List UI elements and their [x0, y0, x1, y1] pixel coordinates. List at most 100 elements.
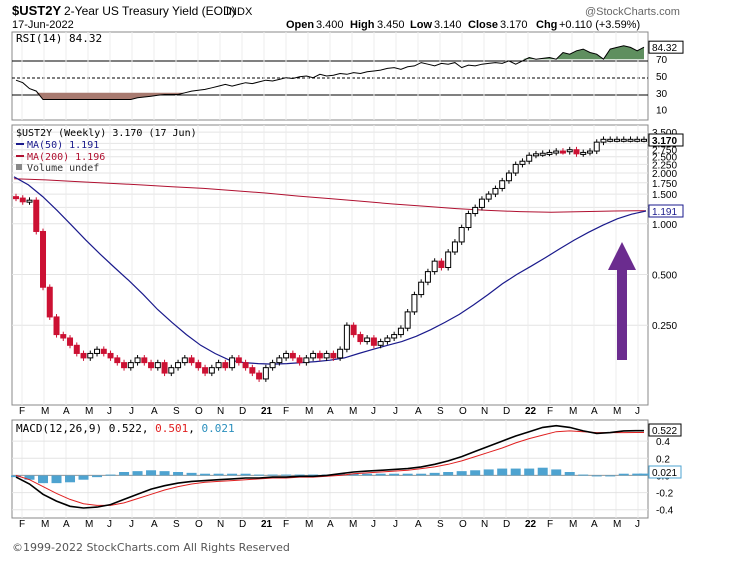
- macd-xtick: F: [547, 519, 553, 530]
- candle-body: [115, 358, 120, 363]
- stock-chart: $UST2Y 2-Year US Treasury Yield (EOD) IN…: [0, 0, 734, 570]
- candle-body: [236, 358, 241, 363]
- price-xtick: J: [129, 406, 134, 417]
- chg-label: Chg: [536, 19, 557, 31]
- candle-body: [635, 139, 640, 141]
- candle-body: [230, 358, 235, 368]
- candle-body: [459, 228, 464, 242]
- candle-body: [506, 173, 511, 181]
- candle-body: [189, 358, 194, 363]
- price-ytick: 1.750: [652, 179, 677, 190]
- macd-xtick: A: [327, 519, 334, 530]
- candle-body: [88, 353, 93, 357]
- svg-text:3.170: 3.170: [652, 136, 677, 147]
- macd-histogram-bar: [173, 472, 183, 475]
- macd-xtick: A: [415, 519, 422, 530]
- macd-histogram-bar: [160, 471, 170, 475]
- svg-text:0.021: 0.021: [652, 468, 677, 479]
- macd-xtick: J: [371, 519, 376, 530]
- candle-body: [608, 139, 613, 141]
- candle-body: [425, 272, 430, 283]
- macd-histogram-bar: [119, 472, 129, 475]
- candle-body: [250, 368, 255, 373]
- candle-body: [74, 345, 79, 353]
- macd-xtick: N: [481, 519, 488, 530]
- macd-histogram-bar: [470, 470, 480, 475]
- price-xtick: M: [613, 406, 621, 417]
- candle-body: [642, 139, 647, 141]
- candle-body: [47, 287, 52, 317]
- macd-xtick: A: [151, 519, 158, 530]
- candle-body: [419, 282, 424, 294]
- candle-body: [533, 154, 538, 156]
- price-xtick: J: [107, 406, 112, 417]
- macd-xtick: A: [591, 519, 598, 530]
- candle-body: [581, 152, 586, 154]
- candle-body: [344, 325, 349, 349]
- rsi-panel: RSI(14) 84.32 70 50 30 10 84.32: [12, 32, 683, 120]
- price-xtick: A: [63, 406, 70, 417]
- candle-body: [304, 358, 309, 363]
- candle-body: [297, 358, 302, 363]
- macd-histogram-bar: [295, 475, 305, 476]
- price-xtick: N: [217, 406, 224, 417]
- price-ytick: 1.000: [652, 220, 677, 231]
- low-label: Low: [410, 19, 432, 31]
- macd-xtick: J: [129, 519, 134, 530]
- macd-value: 0.522: [109, 422, 142, 435]
- rsi-ytick: 70: [656, 55, 668, 66]
- price-ytick: 0.250: [652, 321, 677, 332]
- candle-body: [162, 363, 167, 373]
- low-value: 3.140: [434, 19, 462, 31]
- macd-histogram-bar: [376, 474, 386, 476]
- ohlc-summary: Open 3.400 High 3.450 Low 3.140 Close 3.…: [286, 19, 640, 31]
- candle-body: [311, 353, 316, 357]
- price-panel: $UST2Y (Weekly) 3.170 (17 Jun) MA(50) 1.…: [12, 125, 683, 417]
- legend-volume: Volume undef: [27, 163, 99, 174]
- macd-histogram-bar: [38, 475, 48, 483]
- macd-xtick: J: [107, 519, 112, 530]
- candle-body: [203, 368, 208, 373]
- price-xtick: O: [459, 406, 467, 417]
- macd-ytick: 0.4: [656, 437, 670, 448]
- macd-histogram-bar: [200, 474, 210, 476]
- candle-body: [324, 353, 329, 357]
- price-xtick: M: [85, 406, 93, 417]
- legend-symbol: $UST2Y (Weekly) 3.170 (17 Jun): [16, 128, 197, 139]
- price-xtick: S: [437, 406, 444, 417]
- svg-text:0.522: 0.522: [652, 426, 677, 437]
- candle-body: [101, 349, 106, 353]
- candle-body: [574, 150, 579, 154]
- price-xtick: A: [415, 406, 422, 417]
- candle-body: [14, 197, 19, 199]
- macd-histogram-bar: [92, 475, 102, 477]
- macd-histogram-bar: [241, 474, 251, 476]
- candle-body: [628, 139, 633, 141]
- macd-histogram-bar: [484, 469, 494, 475]
- candle-body: [560, 151, 565, 153]
- macd-xtick: F: [283, 519, 289, 530]
- candle-body: [398, 328, 403, 334]
- macd-histogram-bar: [565, 472, 575, 475]
- candle-body: [594, 142, 599, 151]
- macd-xtick: M: [569, 519, 577, 530]
- candle-body: [621, 139, 626, 141]
- candle-body: [338, 349, 343, 358]
- candle-body: [452, 242, 457, 252]
- macd-xtick: A: [63, 519, 70, 530]
- ma50-tag: 1.191: [649, 205, 683, 218]
- macd-tag: 0.522: [649, 424, 681, 437]
- rsi-ytick: 30: [656, 89, 668, 100]
- candle-body: [34, 200, 39, 231]
- macd-xtick: S: [173, 519, 180, 530]
- price-xtick: O: [195, 406, 203, 417]
- macd-histogram-bar: [65, 475, 75, 482]
- candle-body: [270, 363, 275, 368]
- legend-ma200: MA(200) 1.196: [27, 152, 105, 163]
- candle-body: [527, 155, 532, 161]
- rsi-ytick: 10: [656, 106, 668, 117]
- macd-histogram-bar: [430, 473, 440, 476]
- price-xtick: M: [305, 406, 313, 417]
- candle-body: [284, 353, 289, 357]
- macd-histogram-bar: [497, 469, 507, 476]
